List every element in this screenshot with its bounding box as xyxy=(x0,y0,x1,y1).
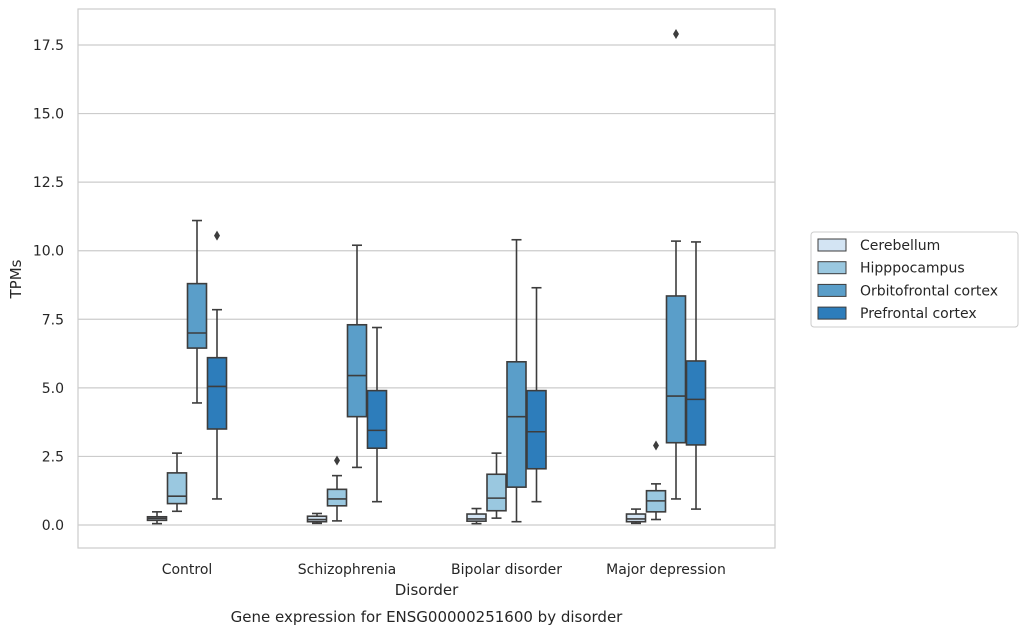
box-plot-element xyxy=(206,230,228,500)
box-iqr xyxy=(206,356,228,430)
box-plot-element xyxy=(186,219,208,404)
box-plot-element xyxy=(506,238,527,523)
box-iqr xyxy=(366,389,388,450)
box-plot-element xyxy=(466,507,487,525)
x-axis-ticks: Control Schizophrenia Bipolar disorder Majo… xyxy=(162,562,726,578)
legend-swatch xyxy=(817,261,847,275)
box-iqr xyxy=(186,282,208,349)
x-tick-label: Bipolar disorder xyxy=(451,562,562,578)
outlier-marker xyxy=(214,230,220,241)
y-tick-label: 12.5 xyxy=(33,175,64,191)
box-plot-element xyxy=(366,326,388,503)
box-plot-element xyxy=(166,452,188,513)
box-iqr xyxy=(685,360,707,446)
box-plot-element xyxy=(306,512,328,525)
outlier-marker xyxy=(673,29,679,40)
y-tick-label: 2.5 xyxy=(42,449,64,465)
y-tick-label: 17.5 xyxy=(33,38,64,54)
box-iqr xyxy=(486,473,507,512)
legend-swatch xyxy=(817,306,847,320)
box-plot-element xyxy=(625,508,647,525)
box-plot-element xyxy=(526,286,547,503)
gridlines xyxy=(78,44,775,526)
box-iqr xyxy=(346,323,368,418)
y-tick-label: 10.0 xyxy=(33,244,64,260)
x-tick-label: Major depression xyxy=(606,562,726,578)
legend: Cerebellum Hipppocampus Orbitofrontal cort… xyxy=(810,231,1019,328)
x-tick-label: Control xyxy=(162,562,213,578)
box-plot-element xyxy=(645,440,667,521)
legend-label: Hipppocampus xyxy=(860,261,965,277)
legend-label: Orbitofrontal cortex xyxy=(860,283,998,299)
box-iqr xyxy=(506,360,527,488)
legend-label: Prefrontal cortex xyxy=(860,306,977,322)
legend-frame xyxy=(810,231,1019,328)
y-axis-ticks: 0.0 2.5 5.0 7.5 10.0 12.5 15.0 17.5 xyxy=(33,38,64,534)
x-tick-label: Schizophrenia xyxy=(298,562,396,578)
legend-swatch xyxy=(817,283,847,297)
box-plot-element xyxy=(486,452,507,519)
y-tick-label: 15.0 xyxy=(33,107,64,123)
legend-swatch xyxy=(817,238,847,252)
plot-area-frame xyxy=(77,8,776,549)
outlier-marker xyxy=(653,440,659,451)
box-iqr xyxy=(625,513,647,523)
box-plot-element xyxy=(146,511,168,525)
y-tick-label: 5.0 xyxy=(42,381,64,397)
chart-caption: Gene expression for ENSG00000251600 by d… xyxy=(231,608,624,626)
box-iqr xyxy=(166,472,188,505)
legend-label: Cerebellum xyxy=(860,238,940,254)
box-iqr xyxy=(326,488,348,507)
boxes xyxy=(146,29,707,525)
box-iqr xyxy=(526,389,547,470)
y-axis-title: TPMs xyxy=(7,259,25,299)
outlier-marker xyxy=(334,455,340,466)
box-iqr xyxy=(665,295,687,444)
box-plot-element xyxy=(685,241,707,510)
box-plot-element xyxy=(326,455,348,522)
y-tick-label: 7.5 xyxy=(42,312,64,328)
box-plot-element xyxy=(346,244,368,469)
box-iqr xyxy=(466,513,487,522)
box-plot-element xyxy=(665,29,687,500)
x-axis-title: Disorder xyxy=(395,581,459,599)
y-tick-label: 0.0 xyxy=(42,518,64,534)
